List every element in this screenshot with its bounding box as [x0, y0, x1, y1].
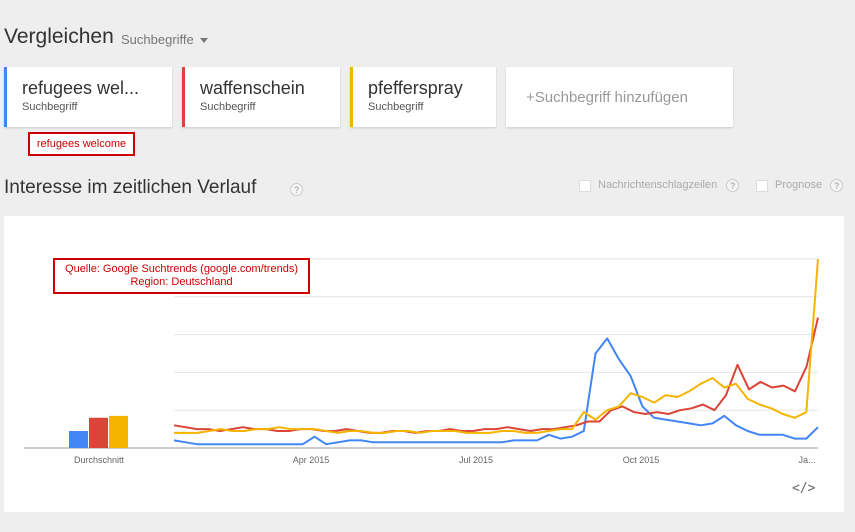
x-tick-label: Ja... [798, 455, 815, 465]
term-color-bar [4, 67, 7, 127]
term-type: Suchbegriff [200, 101, 256, 113]
x-tick-label: Jul 2015 [459, 455, 493, 465]
x-tick-label: Apr 2015 [293, 455, 330, 465]
term-type: Suchbegriff [22, 101, 78, 113]
average-bar [89, 417, 108, 448]
compare-type-dropdown[interactable]: Suchbegriffe [121, 32, 208, 47]
term-label: refugees wel... [22, 78, 140, 98]
average-label: Durchschnitt [74, 455, 125, 465]
forecast-help-icon[interactable]: ? [830, 179, 843, 192]
page-title: Vergleichen [4, 25, 114, 48]
news-headlines-help-icon[interactable]: ? [726, 179, 739, 192]
term-card-1[interactable]: refugees wel... Suchbegriff [4, 67, 172, 127]
help-icon[interactable]: ? [290, 183, 303, 196]
term-color-bar [350, 67, 353, 127]
region-line: Region: Deutschland [130, 276, 233, 288]
add-term-label: Suchbegriff hinzufügen [534, 88, 688, 106]
term-label: waffenschein [200, 78, 305, 98]
term-tooltip: refugees welcome [28, 132, 135, 156]
series-line [173, 317, 819, 434]
series-line [174, 258, 819, 434]
source-line: Quelle: Google Suchtrends (google.com/tr… [65, 263, 298, 275]
news-headlines-label: Nachrichtenschlagzeilen [598, 179, 718, 191]
x-tick-label: Oct 2015 [623, 455, 660, 465]
embed-code-icon[interactable]: </> [792, 481, 816, 496]
term-card-2[interactable]: waffenschein Suchbegriff [182, 67, 340, 127]
average-bar [109, 415, 128, 448]
add-term-button[interactable]: + Suchbegriff hinzufügen [506, 67, 733, 127]
plus-icon: + [526, 88, 535, 106]
source-annotation: Quelle: Google Suchtrends (google.com/tr… [53, 258, 310, 294]
news-headlines-checkbox[interactable] [579, 180, 591, 192]
term-color-bar [182, 67, 185, 127]
forecast-checkbox[interactable] [756, 180, 768, 192]
term-card-3[interactable]: pfefferspray Suchbegriff [350, 67, 496, 127]
term-type: Suchbegriff [368, 101, 424, 113]
compare-type-label: Suchbegriffe [121, 32, 194, 47]
term-label: pfefferspray [368, 78, 463, 98]
forecast-label: Prognose [775, 179, 823, 191]
caret-down-icon [199, 38, 208, 43]
section-title: Interesse im zeitlichen Verlauf [4, 177, 257, 198]
series-line [173, 337, 819, 446]
average-bar [69, 430, 88, 448]
